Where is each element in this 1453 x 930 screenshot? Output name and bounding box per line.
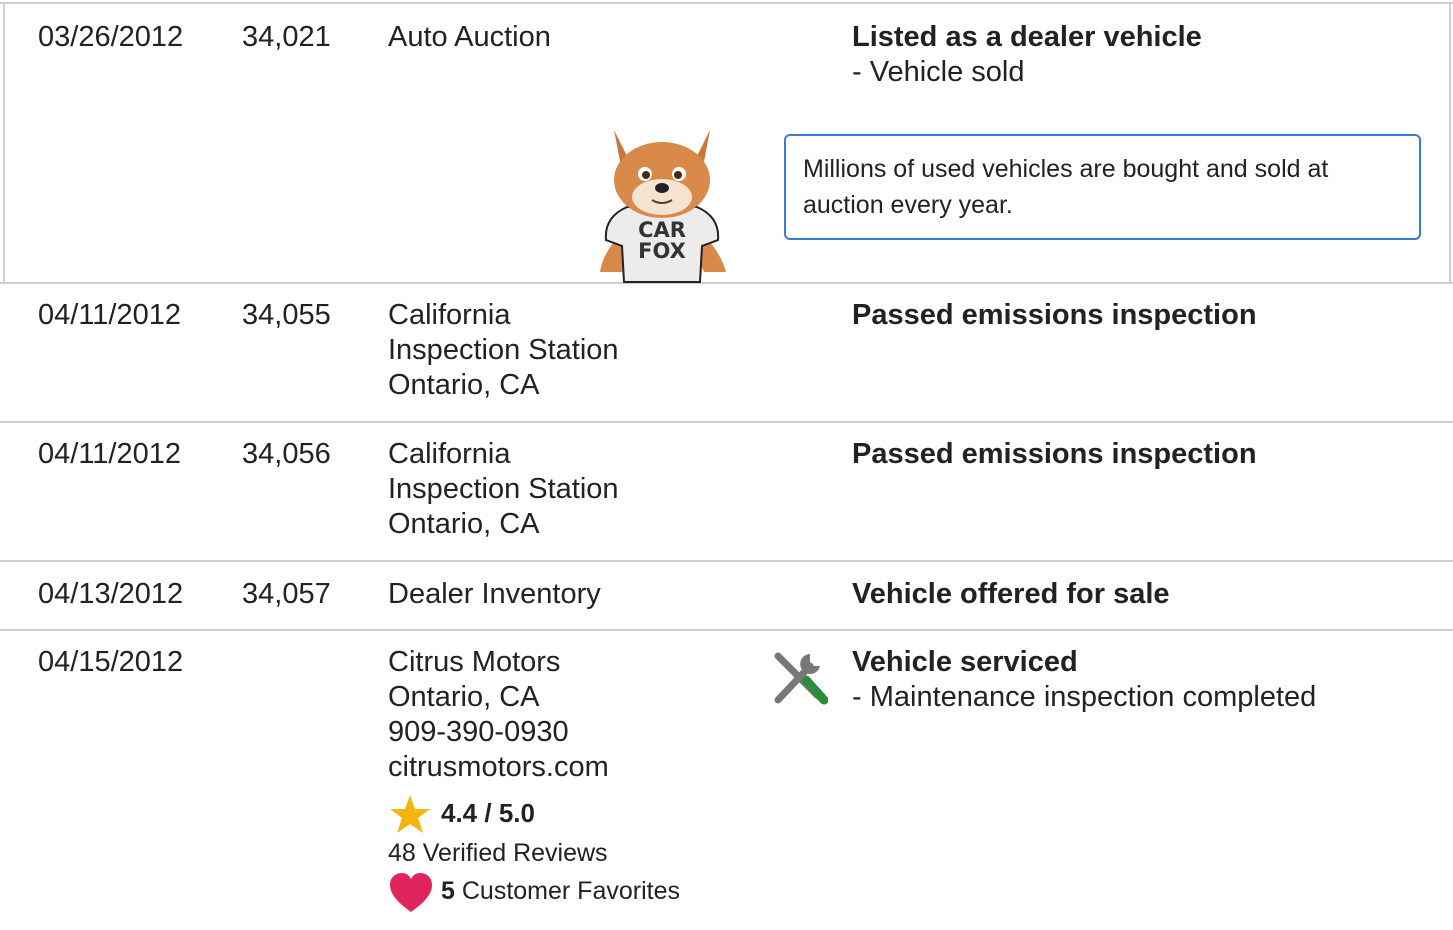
source-line: Ontario, CA: [388, 369, 540, 401]
comment-title: Vehicle serviced: [852, 646, 1078, 678]
comment-detail: - Maintenance inspection completed: [852, 681, 1317, 713]
mileage: 34,056: [242, 438, 331, 470]
mileage: 34,055: [242, 299, 331, 331]
heart-icon: [390, 873, 432, 912]
comment-title: Listed as a dealer vehicle: [852, 21, 1202, 53]
favorites-label: Customer Favorites: [461, 877, 680, 905]
callout-text: Millions of used vehicles are bought and…: [803, 155, 1329, 219]
favorites-count: 5: [441, 877, 455, 905]
source-line: California: [388, 299, 511, 331]
dealer-rating: 4.4 / 5.0: [441, 798, 535, 828]
date: 04/11/2012: [38, 438, 181, 470]
right-border: [1449, 2, 1451, 282]
service-icon: [774, 652, 828, 705]
row-divider: [0, 282, 1453, 284]
source-line: Citrus Motors: [388, 646, 561, 678]
source-line: California: [388, 438, 511, 470]
row-divider: [0, 560, 1453, 562]
source-line: 909-390-0930: [388, 716, 569, 748]
source-line: Ontario, CA: [388, 508, 540, 540]
mileage: 34,057: [242, 578, 331, 610]
row-divider: [0, 629, 1453, 631]
source-line: Inspection Station: [388, 334, 619, 366]
date: 03/26/2012: [38, 21, 184, 53]
dealer-reviews: 48 Verified Reviews: [388, 839, 608, 867]
comment-title: Passed emissions inspection: [852, 299, 1257, 331]
date: 04/15/2012: [38, 646, 184, 678]
mileage: 34,021: [242, 21, 331, 53]
car-fox-mascot: CAR FOX: [600, 130, 726, 283]
date: 04/11/2012: [38, 299, 181, 331]
callout-box: Millions of used vehicles are bought and…: [784, 134, 1421, 240]
source-line: Ontario, CA: [388, 681, 540, 713]
top-border: [0, 2, 1453, 4]
left-border: [3, 2, 5, 282]
mascot-shirt-text: FOX: [638, 239, 686, 263]
row-divider: [0, 421, 1453, 423]
mascot-shirt-text: CAR: [638, 218, 686, 242]
source-line: Dealer Inventory: [388, 578, 601, 610]
source-line: Inspection Station: [388, 473, 619, 505]
source-line: citrusmotors.com: [388, 751, 609, 783]
star-icon: [390, 795, 430, 833]
comment-title: Vehicle offered for sale: [852, 578, 1170, 610]
date: 04/13/2012: [38, 578, 184, 610]
comment-detail: - Vehicle sold: [852, 56, 1025, 88]
source-line: Auto Auction: [388, 21, 551, 53]
comment-title: Passed emissions inspection: [852, 438, 1257, 470]
dealer-favorites: 5 Customer Favorites: [441, 876, 680, 906]
